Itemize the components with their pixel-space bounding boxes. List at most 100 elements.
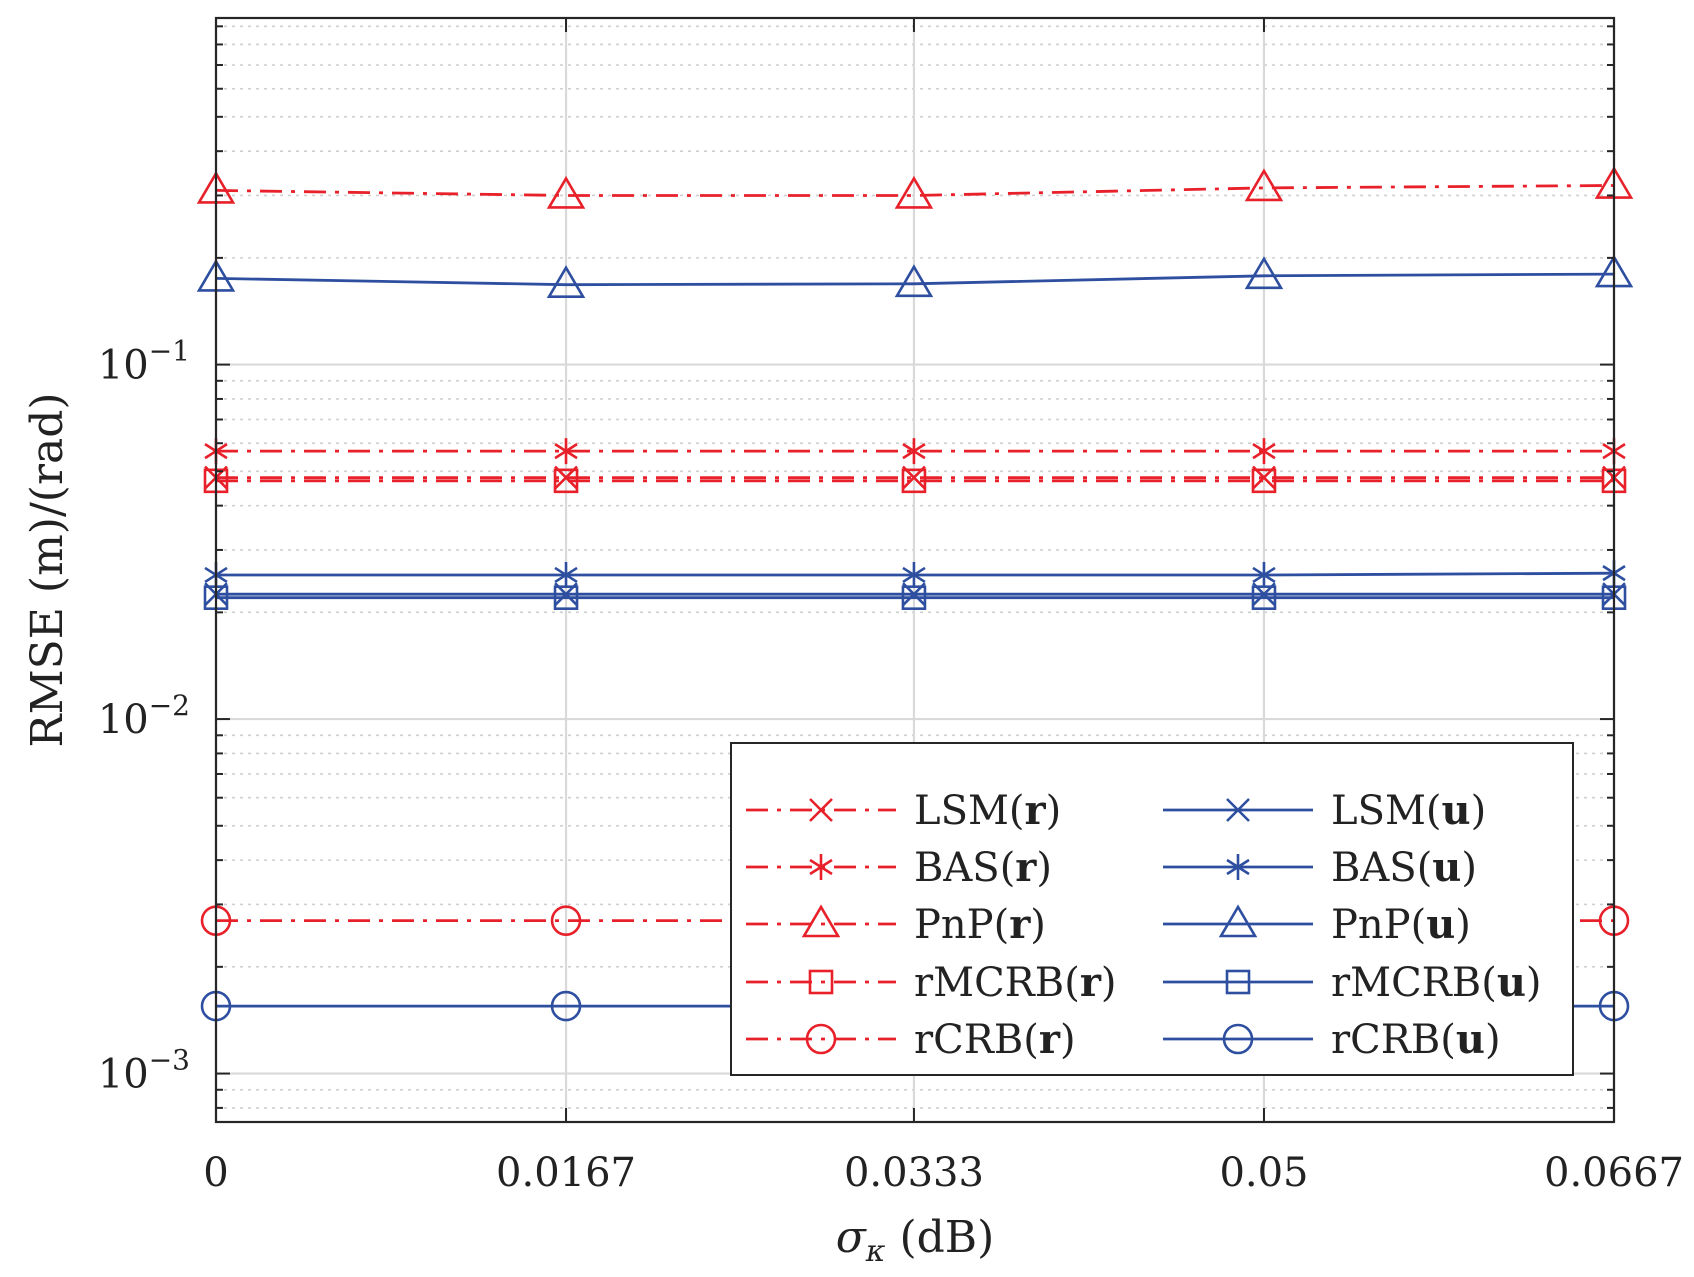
asterisk-stroke	[1226, 858, 1250, 876]
legend-item: LSM(r)	[746, 787, 1061, 834]
square-shape	[808, 969, 834, 995]
legend-item: LSM(u)	[1163, 787, 1486, 834]
y-tick-label: 10−3	[98, 1044, 190, 1098]
y-tick-base: 10	[98, 1052, 149, 1098]
legend-label-arg: u	[1497, 959, 1526, 1006]
x-tick-label: 0.0333	[844, 1150, 984, 1196]
legend-label-base: rMCRB	[914, 960, 1064, 1006]
legend-item: rCRB(u)	[1163, 1016, 1501, 1063]
x-stroke	[809, 798, 833, 822]
square-shape	[901, 585, 927, 610]
legend-label-paren: (	[1000, 845, 1016, 891]
legend-label: rCRB(r)	[914, 1016, 1076, 1063]
x-axis-title: σκ (dB)	[836, 1212, 995, 1269]
marker-square	[808, 969, 834, 995]
square-shape	[901, 468, 927, 494]
legend-label-arg: r	[1039, 1016, 1061, 1063]
series-line	[215, 272, 1615, 287]
marker-asterisk	[554, 561, 578, 588]
marker-square	[901, 468, 927, 494]
legend-label-base: PnP	[914, 902, 994, 948]
triangle-shape	[1244, 168, 1284, 202]
y-tick-label: 10−2	[98, 689, 190, 743]
square-shape	[1251, 585, 1277, 610]
legend-label-base: rMCRB	[1331, 960, 1481, 1006]
legend-item: rMCRB(r)	[746, 959, 1117, 1006]
legend-label-arg: r	[1080, 959, 1102, 1006]
marker-square	[1225, 969, 1251, 995]
legend-label-base: rCRB	[914, 1017, 1023, 1063]
marker-asterisk	[809, 854, 833, 880]
asterisk-stroke	[1252, 566, 1276, 584]
marker-asterisk	[554, 438, 578, 465]
legend-label-paren: (	[1023, 1017, 1039, 1063]
legend-label: PnP(u)	[1331, 901, 1471, 948]
legend-label: rCRB(u)	[1331, 1016, 1501, 1063]
legend-box	[730, 742, 1574, 1076]
series-rmcrbu	[203, 585, 1627, 610]
marker-asterisk	[1252, 438, 1276, 465]
marker-circle	[1222, 1023, 1254, 1055]
marker-triangle	[894, 175, 934, 209]
legend-label-arg: r	[1015, 844, 1037, 891]
marker-triangle	[546, 175, 586, 209]
legend-label-paren: )	[1471, 788, 1487, 834]
marker-asterisk	[902, 561, 926, 588]
marker-asterisk	[1252, 561, 1276, 588]
marker-triangle	[1244, 256, 1284, 290]
circle-shape	[550, 905, 582, 936]
marker-triangle	[1244, 168, 1284, 202]
circle-shape	[550, 990, 582, 1022]
legend-item: rCRB(r)	[746, 1016, 1076, 1063]
asterisk-stroke	[902, 566, 926, 584]
legend-label-base: LSM	[1331, 788, 1426, 834]
marker-circle	[550, 990, 582, 1022]
legend-item: rMCRB(u)	[1163, 959, 1542, 1006]
triangle-shape	[894, 175, 934, 209]
legend-label-paren: )	[1060, 1017, 1076, 1063]
square-shape	[1251, 468, 1277, 494]
legend-label-base: BAS	[914, 845, 1000, 891]
y-tick-base: 10	[98, 697, 149, 743]
triangle-shape	[801, 904, 841, 938]
asterisk-stroke	[554, 566, 578, 584]
legend-label-paren: )	[1030, 902, 1046, 948]
legend-label: rMCRB(u)	[1331, 959, 1542, 1006]
x-tick-label: 0	[203, 1150, 228, 1196]
legend-label-base: PnP	[1331, 902, 1411, 948]
legend-label-paren: )	[1046, 788, 1062, 834]
axes: 10−310−210−10 0.0167 0.0333 0.05 0.0667	[98, 18, 1684, 1196]
legend-label: BAS(u)	[1331, 844, 1477, 891]
legend-label-base: rCRB	[1331, 1017, 1440, 1063]
legend-label-arg: u	[1432, 844, 1461, 891]
marker-square	[553, 585, 579, 610]
legend-label-paren: )	[1526, 960, 1542, 1006]
legend-label-base: BAS	[1331, 845, 1417, 891]
legend-label-base: LSM	[914, 788, 1009, 834]
triangle-shape	[1218, 904, 1258, 938]
asterisk-stroke	[809, 858, 833, 876]
legend-label-paren: )	[1461, 845, 1477, 891]
legend-label-paren: )	[1485, 1017, 1501, 1063]
triangle-shape	[546, 265, 586, 299]
legend-label-arg: u	[1442, 787, 1471, 834]
marker-triangle	[546, 265, 586, 299]
y-tick-label: 10−1	[98, 335, 190, 389]
asterisk-stroke	[1252, 443, 1276, 460]
circle-shape	[805, 1023, 837, 1055]
x-stroke	[1226, 798, 1250, 822]
series-line	[215, 184, 1615, 197]
triangle-shape	[1244, 256, 1284, 290]
legend-label: PnP(r)	[914, 901, 1046, 948]
legend-label: rMCRB(r)	[914, 959, 1117, 1006]
square-shape	[553, 468, 579, 494]
x-tick-label: 0.05	[1219, 1150, 1308, 1196]
marker-square	[901, 585, 927, 610]
marker-triangle	[894, 264, 934, 298]
legend-item: BAS(u)	[1163, 844, 1477, 891]
legend-label-paren: )	[1455, 902, 1471, 948]
legend-label-arg: u	[1426, 901, 1455, 948]
marker-triangle	[801, 904, 841, 938]
triangle-shape	[546, 175, 586, 209]
